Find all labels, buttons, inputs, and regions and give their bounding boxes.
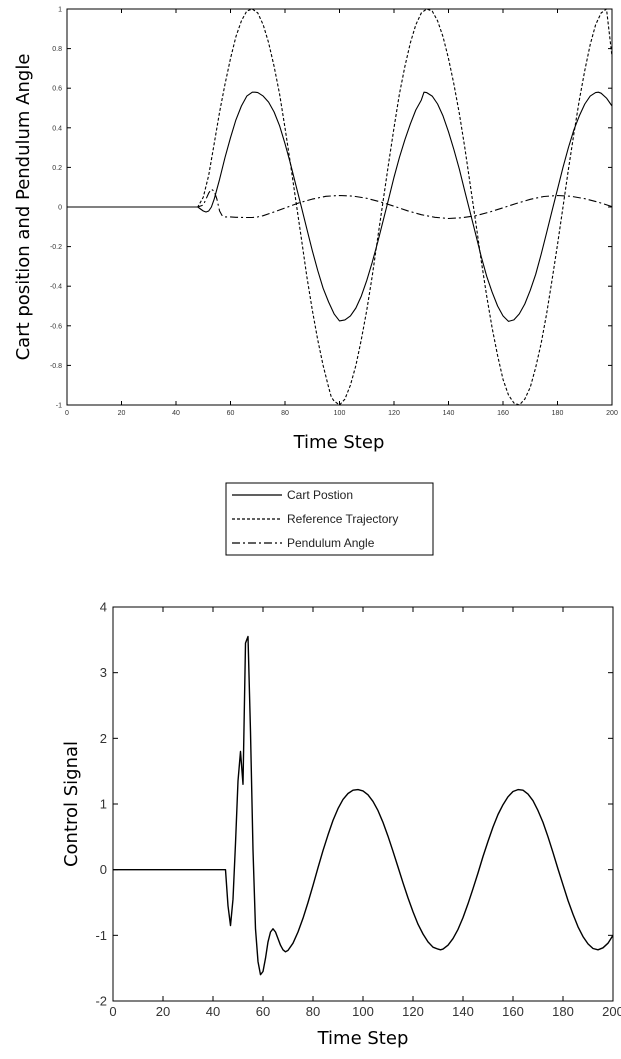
- x-tick-label: 100: [334, 410, 346, 417]
- chart1-y-ticks: 1 0.8 0.6 0.4 0.2 0 -0.2 -0.4 -0.6 -0.8 -1: [50, 6, 612, 409]
- chart2-x-axis-label: Time Step: [317, 1028, 409, 1049]
- series-line-0: [113, 635, 614, 976]
- y-tick-label: 0.8: [52, 46, 62, 53]
- x-tick-label: 140: [443, 410, 455, 417]
- y-tick-label: 2: [100, 731, 107, 746]
- x-tick-label: 160: [502, 1004, 524, 1019]
- x-tick-label: 40: [206, 1004, 220, 1019]
- x-tick-label: 20: [118, 410, 126, 417]
- chart-control-signal: 0 20 40 60 80 100 120 140 160 180 200 4 3 2 1 0 -1 -2 Ti…: [61, 600, 621, 1049]
- y-tick-label: 4: [100, 600, 107, 615]
- x-tick-label: 80: [281, 410, 289, 417]
- x-tick-label: 200: [606, 410, 618, 417]
- chart-cart-pendulum: 0 20 40 60 80 100 120 140 160 180 200 1 0.8 0.6 0.4 0.…: [13, 6, 618, 453]
- x-tick-label: 60: [256, 1004, 270, 1019]
- x-tick-label: 0: [65, 410, 69, 417]
- y-tick-label: -0.8: [50, 363, 62, 370]
- x-tick-label: 60: [227, 410, 235, 417]
- y-tick-label: 0.6: [52, 86, 62, 93]
- x-tick-label: 120: [402, 1004, 424, 1019]
- x-tick-label: 200: [602, 1004, 621, 1019]
- x-tick-label: 20: [156, 1004, 170, 1019]
- x-tick-label: 160: [497, 410, 509, 417]
- y-tick-label: 1: [100, 797, 107, 812]
- series-line-pendulum-angle: [67, 188, 613, 220]
- y-tick-label: -0.2: [50, 244, 62, 251]
- legend-entry-reference-trajectory: Reference Trajectory: [287, 512, 398, 526]
- y-tick-label: -1: [95, 928, 107, 943]
- legend-entry-pendulum-angle: Pendulum Angle: [287, 536, 375, 550]
- y-tick-label: -0.6: [50, 323, 62, 330]
- x-tick-label: 80: [306, 1004, 320, 1019]
- x-tick-label: 120: [388, 410, 400, 417]
- chart2-y-ticks: 4 3 2 1 0 -1 -2: [95, 600, 613, 1009]
- x-tick-label: 40: [172, 410, 180, 417]
- x-tick-label: 140: [452, 1004, 474, 1019]
- chart1-series: [67, 8, 613, 406]
- chart2-plot-frame: [112, 606, 614, 1002]
- y-tick-label: -0.4: [50, 284, 62, 291]
- chart2-series: [113, 635, 614, 976]
- y-tick-label: -1: [56, 402, 62, 409]
- y-tick-label: 0: [58, 204, 62, 211]
- x-tick-label: 100: [352, 1004, 374, 1019]
- y-tick-label: -2: [95, 994, 107, 1009]
- y-tick-label: 0.2: [52, 165, 62, 172]
- chart1-legend: Cart Postion Reference Trajectory Pendul…: [225, 482, 434, 556]
- x-tick-label: 180: [552, 410, 564, 417]
- x-tick-label: 180: [552, 1004, 574, 1019]
- chart1-x-ticks: 0 20 40 60 80 100 120 140 160 180 200: [65, 9, 618, 417]
- chart2-x-ticks: 0 20 40 60 80 100 120 140 160 180 200: [109, 607, 621, 1019]
- y-tick-label: 3: [100, 665, 107, 680]
- y-tick-label: 0: [100, 862, 107, 877]
- chart1-x-axis-label: Time Step: [293, 432, 385, 453]
- series-line-cart-postion: [67, 91, 613, 322]
- legend-entry-cart-position: Cart Postion: [287, 488, 353, 502]
- y-tick-label: 1: [58, 6, 62, 13]
- y-tick-label: 0.4: [52, 125, 62, 132]
- x-tick-label: 0: [109, 1004, 116, 1019]
- chart2-y-axis-label: Control Signal: [61, 741, 82, 867]
- chart1-y-axis-label: Cart position and Pendulum Angle: [13, 54, 34, 361]
